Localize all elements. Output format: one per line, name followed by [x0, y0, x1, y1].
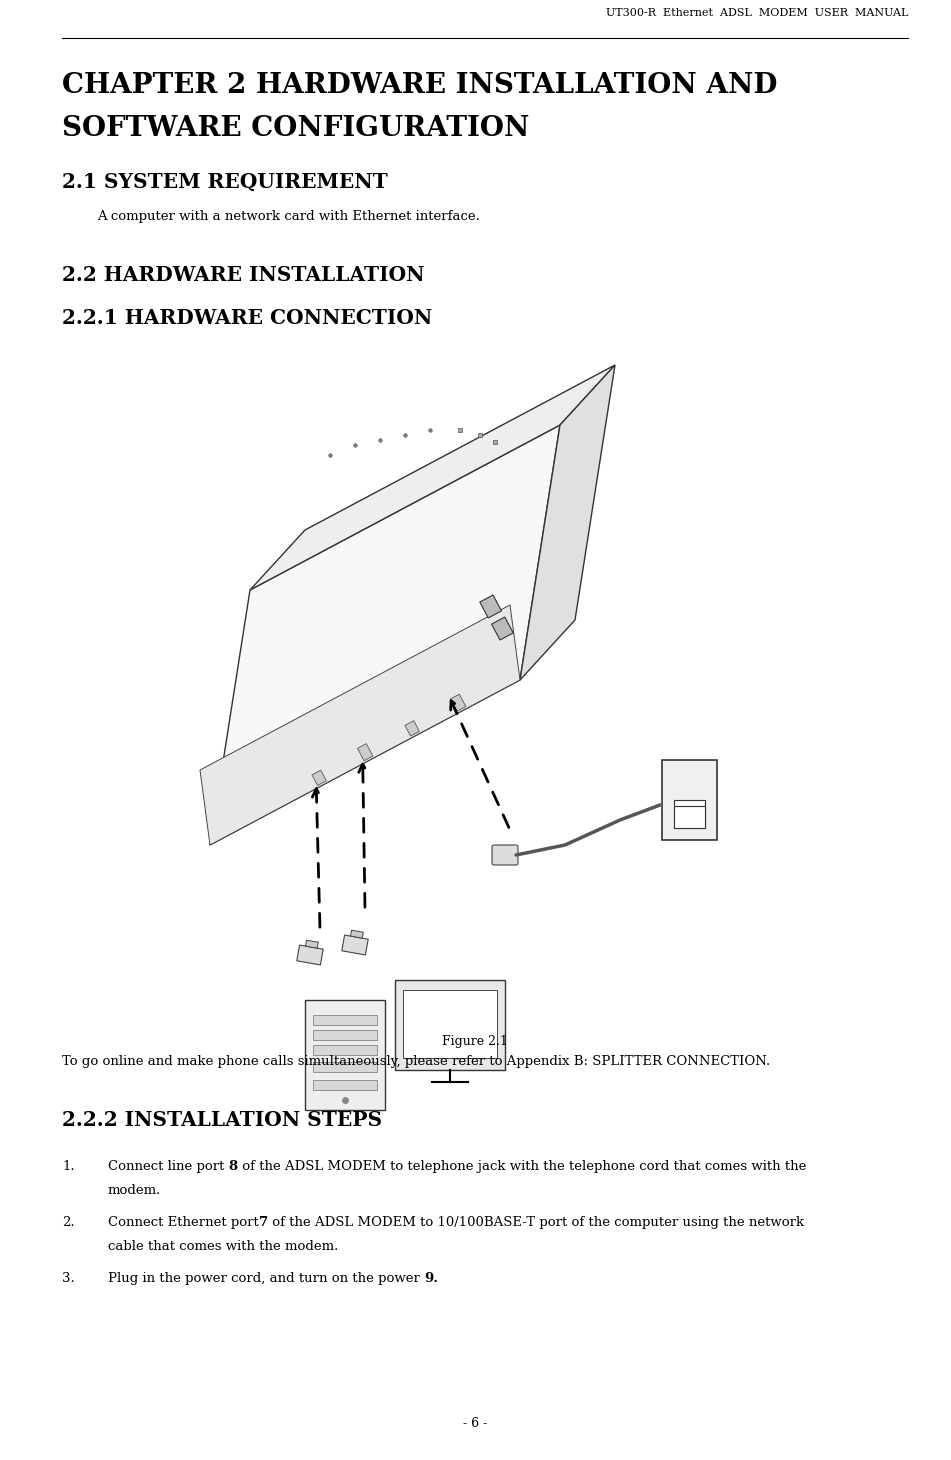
Polygon shape — [358, 743, 373, 761]
Polygon shape — [297, 945, 323, 965]
Polygon shape — [451, 694, 466, 711]
Polygon shape — [341, 934, 368, 955]
Polygon shape — [480, 596, 501, 618]
Polygon shape — [351, 930, 363, 939]
Text: of the ADSL MODEM to 10/100BASE-T port of the computer using the network: of the ADSL MODEM to 10/100BASE-T port o… — [268, 1216, 804, 1229]
Text: of the ADSL MODEM to telephone jack with the telephone cord that comes with the: of the ADSL MODEM to telephone jack with… — [238, 1161, 806, 1172]
Text: Figure 2.1: Figure 2.1 — [442, 1035, 508, 1048]
Text: 2.1 SYSTEM REQUIREMENT: 2.1 SYSTEM REQUIREMENT — [62, 172, 388, 193]
Text: Plug in the power cord, and turn on the power: Plug in the power cord, and turn on the … — [108, 1272, 424, 1285]
Text: - 6 -: - 6 - — [463, 1418, 488, 1429]
Polygon shape — [520, 365, 615, 680]
Bar — [313, 1045, 377, 1056]
Bar — [313, 1080, 377, 1091]
Text: 9.: 9. — [424, 1272, 438, 1285]
Text: Connect Ethernet port: Connect Ethernet port — [108, 1216, 259, 1229]
Bar — [395, 980, 505, 1070]
Polygon shape — [210, 425, 560, 845]
Text: CHAPTER 2 HARDWARE INSTALLATION AND: CHAPTER 2 HARDWARE INSTALLATION AND — [62, 72, 777, 99]
Text: 2.2 HARDWARE INSTALLATION: 2.2 HARDWARE INSTALLATION — [62, 266, 424, 285]
Bar — [662, 761, 717, 840]
FancyBboxPatch shape — [492, 845, 518, 864]
Text: 8: 8 — [228, 1161, 238, 1172]
Bar — [403, 990, 497, 1058]
Text: modem.: modem. — [108, 1184, 162, 1197]
Text: A computer with a network card with Ethernet interface.: A computer with a network card with Ethe… — [97, 210, 480, 223]
Polygon shape — [492, 618, 514, 639]
Text: 1.: 1. — [62, 1161, 74, 1172]
Text: To go online and make phone calls simultaneously, please refer to Appendix B: SP: To go online and make phone calls simult… — [62, 1056, 770, 1069]
Text: 2.2.2 INSTALLATION STEPS: 2.2.2 INSTALLATION STEPS — [62, 1110, 382, 1130]
Polygon shape — [405, 721, 419, 736]
Bar — [313, 1061, 377, 1072]
Bar — [305, 1000, 385, 1110]
Text: 3.: 3. — [62, 1272, 75, 1285]
Text: 7: 7 — [259, 1216, 268, 1229]
Bar — [674, 806, 705, 828]
Text: Connect line port: Connect line port — [108, 1161, 228, 1172]
Text: 2.: 2. — [62, 1216, 74, 1229]
Text: UT300-R  Ethernet  ADSL  MODEM  USER  MANUAL: UT300-R Ethernet ADSL MODEM USER MANUAL — [606, 7, 908, 18]
Polygon shape — [312, 771, 326, 785]
Polygon shape — [250, 365, 615, 590]
Text: 2.2.1 HARDWARE CONNECTION: 2.2.1 HARDWARE CONNECTION — [62, 308, 433, 328]
Bar — [313, 1015, 377, 1025]
Polygon shape — [200, 604, 520, 845]
Polygon shape — [305, 940, 319, 948]
Text: cable that comes with the modem.: cable that comes with the modem. — [108, 1240, 339, 1253]
Bar — [313, 1029, 377, 1040]
Text: SOFTWARE CONFIGURATION: SOFTWARE CONFIGURATION — [62, 115, 530, 142]
Bar — [674, 800, 705, 828]
